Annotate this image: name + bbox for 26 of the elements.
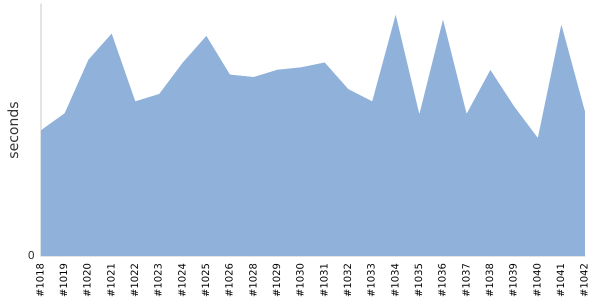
x-tick-label: #1022 [130, 263, 142, 297]
x-tick-label: #1018 [35, 263, 46, 297]
x-tick-label: #1039 [508, 263, 520, 297]
x-tick-label: #1029 [272, 263, 283, 297]
x-tick-label: #1021 [106, 263, 118, 297]
x-tick-label: #1032 [342, 263, 354, 297]
x-tick-label: #1037 [461, 263, 472, 297]
x-tick-label: #1036 [438, 263, 449, 297]
x-tick-label: #1040 [532, 263, 544, 297]
x-tick-label: #1033 [366, 263, 378, 297]
y-axis-title: seconds [6, 101, 22, 159]
x-tick-label: #1034 [390, 263, 402, 297]
x-tick-label: #1020 [82, 263, 94, 297]
x-tick-label: #1030 [296, 263, 307, 297]
x-tick-label: #1035 [414, 263, 425, 297]
x-tick-label: #1028 [248, 263, 260, 297]
x-tick-label: #1042 [580, 263, 591, 297]
x-tick-label: #1025 [201, 263, 212, 297]
x-tick-label: #1026 [224, 263, 236, 297]
x-tick-label: #1038 [484, 263, 496, 297]
x-tick-label: #1024 [177, 263, 188, 297]
x-tick-label: #1031 [319, 263, 330, 297]
text: 0 [28, 249, 35, 262]
x-tick-label: #1023 [154, 263, 165, 297]
x-tick-label: #1019 [59, 263, 70, 297]
x-tick-label: #1041 [556, 263, 567, 297]
